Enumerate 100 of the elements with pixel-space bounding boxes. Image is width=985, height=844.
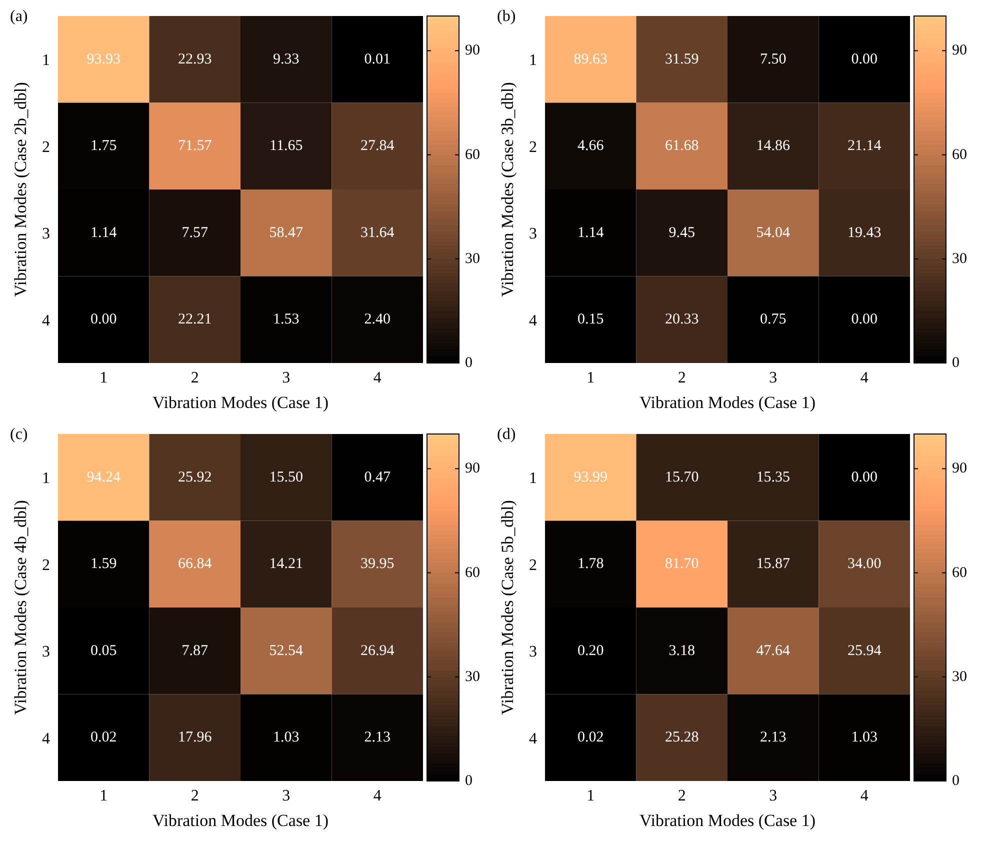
x-tick-label: 4 [373, 787, 382, 804]
x-axis-title: Vibration Modes (Case 1) [639, 393, 816, 412]
x-tick-label: 3 [769, 369, 778, 386]
x-tick-label: 3 [282, 787, 290, 804]
y-tick-label: 3 [42, 226, 50, 243]
data-label: 25.94 [848, 642, 882, 659]
y-tick-label: 2 [42, 556, 50, 574]
data-label: 14.21 [269, 556, 303, 572]
color-bar-label: 0 [952, 355, 960, 371]
color-bar-label: 60 [465, 146, 480, 163]
data-label: 66.84 [178, 556, 212, 572]
chart-title: (d) [497, 426, 516, 444]
data-label: 11.65 [270, 138, 303, 154]
data-label: 58.47 [269, 224, 304, 241]
y-tick-label: 2 [529, 138, 537, 156]
data-label: 26.94 [360, 642, 395, 659]
color-bar-label: 30 [952, 250, 967, 267]
color-bar-label: 90 [465, 460, 480, 477]
data-label: 9.33 [273, 51, 300, 68]
data-label: 94.24 [86, 469, 121, 486]
data-label: 47.64 [756, 642, 790, 659]
color-bar-label: 0 [465, 773, 472, 789]
data-label: 34.00 [848, 556, 882, 572]
x-tick-label: 2 [190, 369, 199, 386]
data-label: 7.87 [182, 642, 208, 659]
data-label: 81.70 [665, 556, 699, 572]
x-axis-title: Vibration Modes (Case 1) [152, 393, 329, 412]
y-tick-label: 4 [529, 730, 537, 748]
y-tick-label: 3 [42, 644, 50, 661]
x-tick-label: 3 [769, 787, 778, 804]
y-axis-title: Vibration Modes (Case 2b_dbl) [11, 82, 30, 297]
color-bar-label: 0 [465, 355, 472, 371]
data-label: 0.02 [578, 730, 604, 746]
data-label: 1.03 [851, 730, 878, 746]
data-label: 19.43 [848, 224, 882, 241]
x-tick-label: 1 [100, 369, 108, 386]
y-tick-label: 2 [42, 138, 50, 156]
color-bar-label: 60 [952, 564, 967, 581]
x-tick-label: 2 [190, 787, 199, 804]
data-label: 1.53 [273, 312, 300, 328]
chart-title: (c) [10, 426, 28, 444]
data-label: 22.93 [178, 51, 212, 68]
y-tick-label: 4 [42, 312, 50, 330]
color-bar-label: 90 [952, 460, 967, 477]
data-label: 14.86 [756, 138, 790, 154]
data-label: 0.20 [578, 642, 604, 659]
y-tick-label: 4 [42, 730, 50, 748]
x-tick-label: 1 [586, 369, 595, 386]
color-bar-label: 60 [952, 146, 967, 163]
data-label: 0.01 [364, 51, 390, 68]
data-label: 89.63 [574, 51, 608, 68]
data-label: 25.92 [178, 469, 212, 486]
data-label: 2.13 [760, 730, 786, 746]
color-bar-label: 0 [952, 773, 960, 789]
data-label: 7.50 [760, 51, 786, 68]
color-bar-label: 90 [952, 42, 967, 59]
color-bar-label: 90 [465, 42, 480, 59]
data-label: 0.05 [90, 642, 117, 659]
data-label: 52.54 [269, 642, 304, 659]
data-label: 93.93 [86, 51, 120, 68]
data-label: 0.00 [90, 312, 117, 328]
color-bar-label: 30 [465, 668, 480, 685]
x-tick-label: 1 [586, 787, 595, 804]
data-label: 27.84 [360, 138, 395, 154]
data-label: 61.68 [665, 138, 699, 154]
data-label: 1.59 [90, 556, 117, 572]
y-tick-label: 1 [529, 470, 537, 488]
data-label: 0.15 [578, 312, 604, 328]
x-tick-label: 4 [860, 787, 868, 804]
x-tick-label: 1 [100, 787, 108, 804]
data-label: 1.75 [90, 138, 117, 154]
y-tick-label: 2 [529, 556, 537, 574]
data-label: 1.78 [578, 556, 604, 572]
data-label: 15.35 [756, 469, 790, 486]
data-label: 20.33 [665, 312, 699, 328]
data-label: 3.18 [668, 642, 695, 659]
data-label: 71.57 [178, 138, 212, 154]
y-tick-label: 1 [529, 52, 537, 70]
data-label: 4.66 [578, 138, 604, 154]
data-label: 93.99 [574, 469, 608, 486]
x-tick-label: 2 [678, 369, 686, 386]
y-axis-title: Vibration Modes (Case 4b_dbl) [11, 500, 30, 715]
data-label: 21.14 [848, 138, 882, 154]
data-label: 1.14 [90, 224, 118, 241]
data-label: 25.28 [665, 730, 699, 746]
color-bar-label: 30 [465, 250, 480, 267]
y-tick-label: 4 [529, 312, 537, 330]
data-label: 0.02 [90, 730, 117, 746]
data-label: 1.03 [273, 730, 300, 746]
data-label: 31.64 [360, 224, 395, 241]
data-label: 2.13 [364, 730, 390, 746]
data-label: 0.75 [760, 312, 786, 328]
y-tick-label: 3 [529, 226, 537, 243]
y-tick-label: 3 [529, 644, 537, 661]
y-axis-title: Vibration Modes (Case 5b_dbl) [498, 500, 518, 715]
y-tick-label: 1 [42, 52, 50, 70]
data-label: 15.70 [665, 469, 699, 486]
data-label: 9.45 [668, 224, 695, 241]
data-label: 17.96 [178, 730, 212, 746]
data-label: 1.14 [578, 224, 604, 241]
